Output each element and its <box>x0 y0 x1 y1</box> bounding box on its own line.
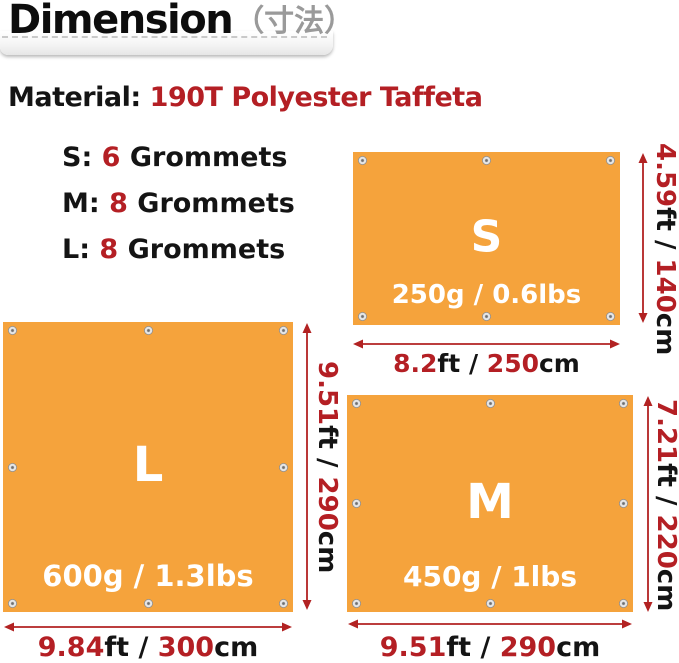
m-height-label: 7.21ft / 220cm <box>651 395 679 615</box>
width-arrow-icon <box>348 619 632 629</box>
grommet-icon <box>619 499 628 508</box>
height-metric-unit: cm <box>650 312 679 356</box>
grommet-count: 8 <box>99 234 119 265</box>
title-ribbon <box>0 31 333 55</box>
grommet-icon <box>279 326 288 335</box>
height-imperial: 9.51 <box>312 360 342 425</box>
list-item: M: 8 Grommets <box>62 181 295 227</box>
s-width-label: 8.2ft / 250cm <box>353 349 620 378</box>
width-metric: 250 <box>486 349 539 378</box>
material-line: Material: 190T Polyester Taffeta <box>8 82 483 113</box>
grommet-icon <box>279 599 288 608</box>
dimension-separator: / <box>312 448 342 477</box>
size-key: L: <box>62 234 91 265</box>
list-item: S: 6 Grommets <box>62 135 295 181</box>
material-value: 190T Polyester Taffeta <box>149 82 483 113</box>
grommet-icon <box>8 326 17 335</box>
grommet-icon <box>143 599 153 608</box>
grommet-icon <box>619 399 628 408</box>
width-arrow-icon <box>353 339 620 349</box>
width-imperial-unit: ft <box>437 349 461 378</box>
list-item: L: 8 Grommets <box>62 227 295 273</box>
dimension-separator: / <box>460 349 487 378</box>
page-title: Dimension（寸法） <box>8 0 354 45</box>
height-arrow-icon <box>638 153 648 323</box>
grommet-icon <box>482 312 491 321</box>
height-imperial: 4.59 <box>650 143 679 208</box>
grommet-word: Grommets <box>129 142 288 173</box>
tarp-size-l: L 600g / 1.3lbs <box>3 322 293 612</box>
dimension-separator: / <box>651 486 679 515</box>
weight-text: 450g / 1lbs <box>402 560 577 593</box>
width-metric-unit: cm <box>538 349 580 378</box>
width-imperial-unit: ft <box>104 632 130 663</box>
dimension-separator: / <box>129 632 158 663</box>
grommet-icon <box>143 326 153 335</box>
height-arrow-icon <box>643 396 653 612</box>
grommet-icon <box>352 499 361 508</box>
height-imperial-unit: ft <box>651 463 679 487</box>
material-label: Material: <box>8 82 141 113</box>
grommet-count: 8 <box>109 188 128 219</box>
grommet-icon <box>619 599 628 608</box>
grommet-icon <box>485 399 495 408</box>
grommet-icon <box>8 599 17 608</box>
l-height-label: 9.51ft / 290cm <box>312 322 342 612</box>
grommet-icon <box>606 312 615 321</box>
weight-text: 600g / 1.3lbs <box>42 559 254 593</box>
grommet-word: Grommets <box>137 188 295 219</box>
grommet-count: 6 <box>101 142 121 173</box>
grommet-icon <box>482 156 491 165</box>
height-metric: 290 <box>312 476 342 531</box>
width-metric: 300 <box>157 632 215 663</box>
s-height-label: 4.59ft / 140cm <box>650 143 679 355</box>
width-imperial: 9.84 <box>37 632 105 663</box>
width-metric: 290 <box>499 632 557 663</box>
height-metric-unit: cm <box>312 530 342 574</box>
width-metric-unit: cm <box>556 632 601 663</box>
height-imperial-unit: ft <box>312 425 342 449</box>
tarp-size-m: M 450g / 1lbs <box>347 395 633 612</box>
grommet-list: S: 6 Grommets M: 8 Grommets L: 8 Grommet… <box>62 135 295 273</box>
grommet-icon <box>352 399 361 408</box>
grommet-icon <box>358 156 367 165</box>
size-letter: L <box>132 436 164 493</box>
size-key: M: <box>62 188 100 219</box>
height-metric: 140 <box>650 258 679 313</box>
width-imperial-unit: ft <box>446 632 472 663</box>
height-metric-unit: cm <box>651 568 679 612</box>
height-metric: 220 <box>651 514 679 569</box>
weight-text: 250g / 0.6lbs <box>391 280 582 310</box>
size-letter: M <box>466 473 514 530</box>
size-letter: S <box>470 210 503 262</box>
grommet-icon <box>8 462 17 472</box>
grommet-icon <box>352 599 361 608</box>
height-arrow-icon <box>302 323 312 610</box>
grommet-icon <box>606 156 615 165</box>
dimension-separator: / <box>471 632 500 663</box>
height-imperial-unit: ft <box>650 207 679 231</box>
width-imperial: 8.2 <box>393 349 438 378</box>
height-imperial: 7.21 <box>651 398 679 463</box>
size-key: S: <box>62 142 93 173</box>
title-text: Dimension <box>8 0 234 43</box>
grommet-icon <box>485 599 495 608</box>
l-width-label: 9.84ft / 300cm <box>3 632 293 663</box>
width-metric-unit: cm <box>214 632 259 663</box>
tarp-size-s: S 250g / 0.6lbs <box>353 152 620 325</box>
width-imperial: 9.51 <box>379 632 447 663</box>
grommet-word: Grommets <box>127 234 286 265</box>
dimension-separator: / <box>650 230 679 259</box>
title-japanese: （寸法） <box>234 4 355 39</box>
grommet-icon <box>358 312 367 321</box>
width-arrow-icon <box>4 622 292 632</box>
grommet-icon <box>279 462 288 472</box>
m-width-label: 9.51ft / 290cm <box>347 632 633 663</box>
